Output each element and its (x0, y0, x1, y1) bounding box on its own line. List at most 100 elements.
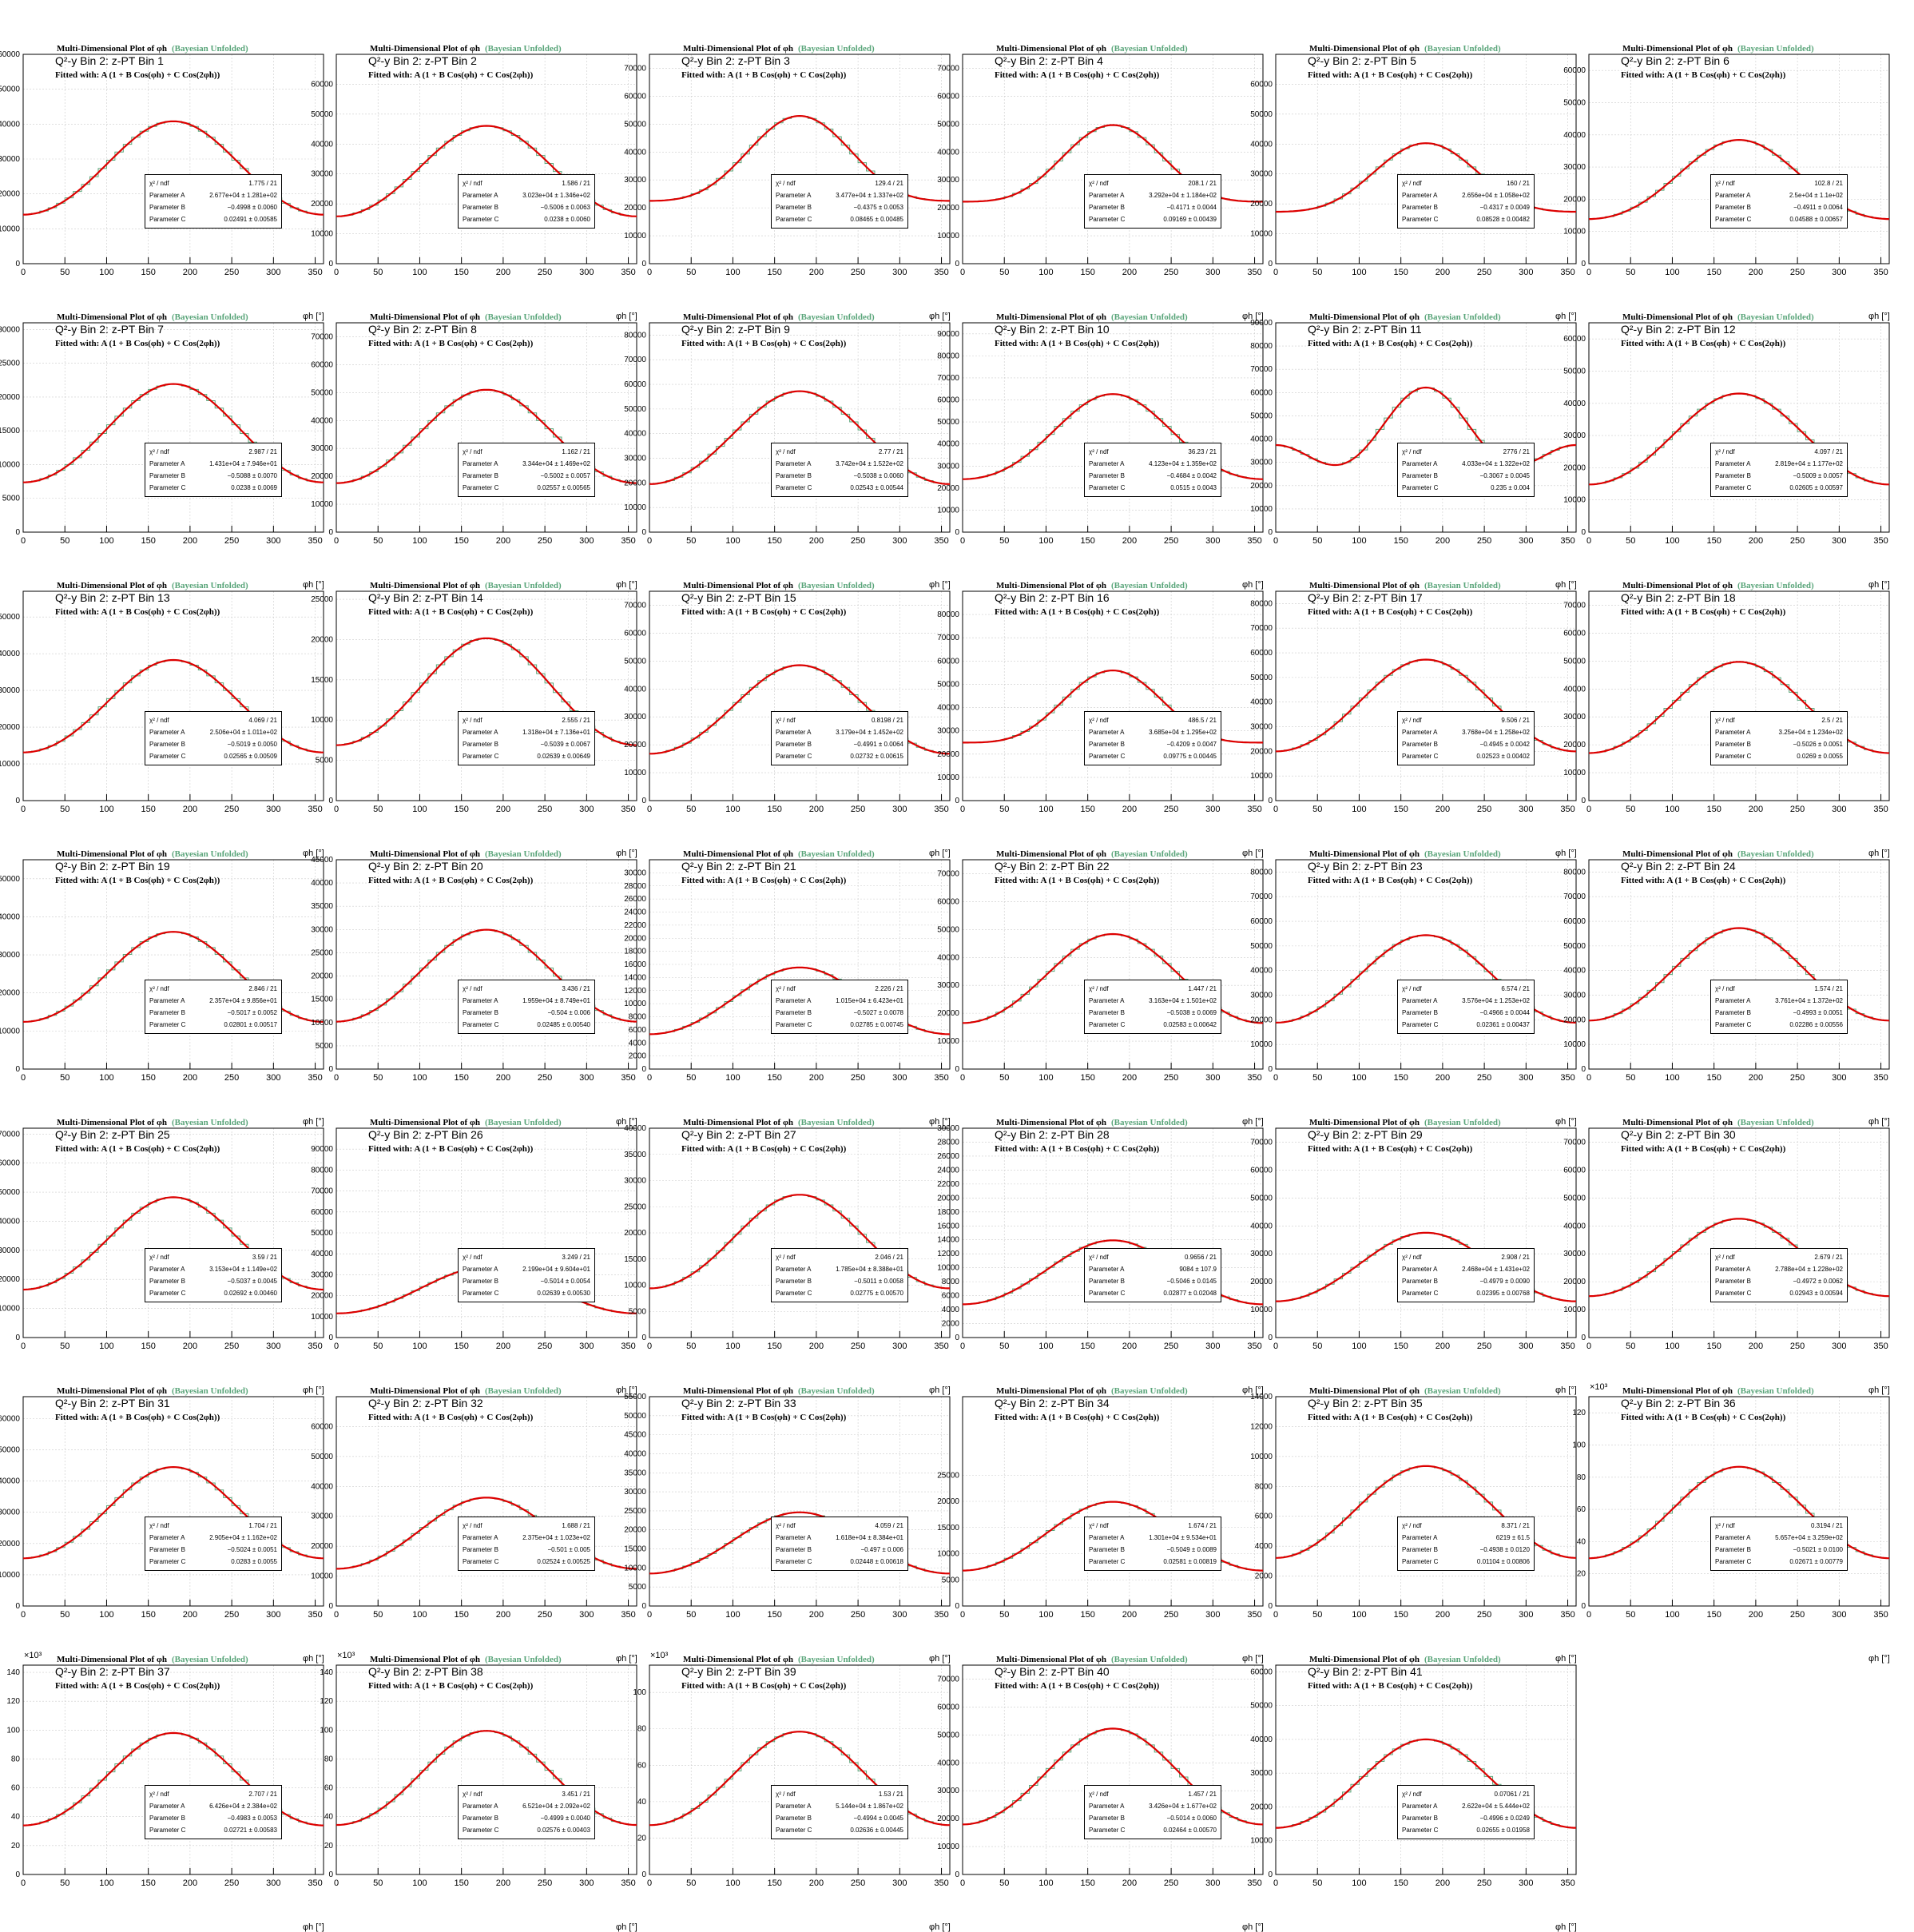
stats-value: −0.4945 ± 0.0042 (1479, 741, 1530, 748)
chart-title: Multi-Dimensional Plot of φh (Bayesian Un… (996, 44, 1188, 54)
x-tick-label: 150 (767, 1073, 781, 1083)
x-tick-label: 300 (579, 1073, 594, 1083)
x-tick-label: 350 (1247, 1342, 1261, 1351)
y-tick-label: 10000 (0, 460, 20, 469)
x-tick-label: 100 (1038, 1878, 1053, 1888)
y-tick-label: 10000 (1563, 1306, 1586, 1314)
stats-value: 3.742e+04 ± 1.522e+02 (836, 460, 903, 467)
y-tick-label: 10000 (624, 1000, 646, 1008)
y-tick-label: 70000 (624, 64, 646, 73)
stats-row: Parameter C 0.235 ± 0.004 (1402, 483, 1530, 494)
x-tick-label: 0 (334, 1073, 339, 1083)
stats-value: −0.5017 ± 0.0052 (227, 1009, 277, 1016)
stats-key: Parameter C (1089, 216, 1126, 223)
stats-row: Parameter B −0.4998 ± 0.0060 (149, 202, 277, 213)
y-tick-label: 20000 (311, 472, 333, 481)
x-tick-label: 300 (1205, 1073, 1220, 1083)
x-tick-label: 0 (21, 1073, 26, 1083)
y-tick-label: 60000 (1563, 335, 1586, 344)
y-tick-label: 10000 (624, 1282, 646, 1290)
y-tick-label: 60000 (937, 92, 959, 101)
stats-row: Parameter A 3.153e+04 ± 1.149e+02 (149, 1264, 277, 1275)
chart-title: Multi-Dimensional Plot of φh (Bayesian Un… (1622, 849, 1814, 859)
plot-frame (962, 54, 1264, 264)
y-tick-label: 6000 (942, 1292, 960, 1301)
x-tick-label: 200 (1122, 536, 1137, 546)
x-tick-label: 250 (1164, 1073, 1178, 1083)
x-tick-label: 50 (686, 268, 696, 277)
stats-value: 2.046 / 21 (875, 1254, 903, 1261)
title-tag: (Bayesian Unfolded) (484, 1386, 562, 1396)
x-axis-label: φh [°] (616, 1117, 637, 1127)
y-tick-label: 30000 (1250, 1250, 1273, 1258)
y-tick-label: 0 (1268, 1602, 1273, 1611)
chart-svg: 0500010000150002000025000300000501001502… (0, 322, 324, 546)
chart-panel: 0 10000 20000 30000 40000 50000 60000 70000 8000… (1250, 312, 1587, 590)
stats-value: 2.788e+04 ± 1.228e+02 (1775, 1266, 1843, 1273)
stats-row: χ² / ndf 4.069 / 21 (149, 715, 277, 726)
chart-svg: 0100002000030000400005000060000700008000… (311, 1127, 637, 1351)
stats-key: Parameter C (463, 1021, 499, 1028)
x-tick-label: 200 (1749, 536, 1763, 546)
stats-value: −0.5009 ± 0.0057 (1793, 472, 1843, 479)
y-tick-label: 40000 (1250, 698, 1273, 707)
x-tick-label: 350 (1560, 1342, 1574, 1351)
stats-row: Parameter A 3.023e+04 ± 1.346e+02 (463, 190, 590, 201)
fit-stats-box: χ² / ndf 102.8 / 21 Parameter A 2.5e+04 ± 1… (1710, 174, 1848, 229)
y-tick-label: 40000 (1250, 1735, 1273, 1744)
x-tick-label: 350 (1560, 1610, 1574, 1620)
y-tick-label: 10000 (1250, 505, 1273, 514)
fit-stats-box: χ² / ndf 3.451 / 21 Parameter A 6.521e+04 ±… (458, 1785, 595, 1839)
stats-value: 1.447 / 21 (1188, 985, 1217, 992)
stats-key: Parameter C (463, 484, 499, 491)
stats-value: 0.02361 ± 0.00437 (1476, 1021, 1530, 1028)
y-tick-label: 5000 (942, 1576, 960, 1584)
y-tick-label: 30000 (937, 462, 959, 471)
stats-key: Parameter A (1402, 1534, 1438, 1541)
x-tick-label: 350 (1873, 1073, 1888, 1083)
x-tick-label: 150 (1080, 1073, 1094, 1083)
y-tick-label: 10000 (937, 1037, 959, 1046)
chart-panel: 0 10000 20000 30000 40000 50000 60000 70000 8000… (1250, 581, 1587, 858)
x-tick-label: 200 (496, 268, 510, 277)
x-tick-label: 50 (60, 268, 69, 277)
y-tick-label: 40000 (0, 650, 20, 658)
title-tag: (Bayesian Unfolded) (1110, 1386, 1188, 1396)
y-tick-label: 60000 (1563, 917, 1586, 926)
x-tick-label: 350 (1247, 268, 1261, 277)
y-tick-label: 26000 (624, 895, 646, 904)
title-tag: (Bayesian Unfolded) (484, 849, 562, 859)
x-tick-label: 350 (934, 1610, 948, 1620)
fit-stats-box: χ² / ndf 4.097 / 21 Parameter A 2.819e+04 ±… (1710, 443, 1848, 497)
y-tick-label: 80000 (624, 331, 646, 340)
stats-key: Parameter A (463, 1803, 498, 1810)
y-tick-label: 10000 (1563, 1040, 1586, 1049)
x-tick-label: 200 (1749, 1610, 1763, 1620)
y-tick-label: 90000 (311, 1145, 333, 1154)
stats-row: Parameter C 0.02639 ± 0.00530 (463, 1288, 590, 1299)
x-tick-label: 200 (809, 268, 824, 277)
stats-row: Parameter C 0.0238 ± 0.0060 (463, 214, 590, 225)
stats-key: Parameter A (1089, 997, 1125, 1004)
stats-row: Parameter A 1.959e+04 ± 8.749e+01 (463, 996, 590, 1007)
x-tick-label: 100 (1665, 1342, 1679, 1351)
stats-value: −0.4998 ± 0.0060 (227, 204, 277, 211)
chart-title: Multi-Dimensional Plot of φh (Bayesian Un… (683, 849, 875, 859)
x-tick-label: 100 (1038, 268, 1053, 277)
plot-frame (962, 1664, 1264, 1875)
stats-value: 0.0515 ± 0.0043 (1170, 484, 1217, 491)
x-tick-label: 350 (934, 1878, 948, 1888)
x-tick-label: 350 (308, 805, 322, 814)
y-tick-label: 40000 (937, 953, 959, 962)
title-tag: (Bayesian Unfolded) (797, 1386, 875, 1396)
y-tick-label: 50000 (937, 418, 959, 427)
stats-value: 4.123e+04 ± 1.359e+02 (1149, 460, 1217, 467)
y-tick-label: 50000 (311, 110, 333, 119)
stats-value: 0.02639 ± 0.00530 (537, 1290, 590, 1297)
stats-row: χ² / ndf 160 / 21 (1402, 178, 1530, 189)
stats-key: χ² / ndf (1715, 985, 1735, 992)
x-tick-label: 0 (960, 1878, 965, 1888)
